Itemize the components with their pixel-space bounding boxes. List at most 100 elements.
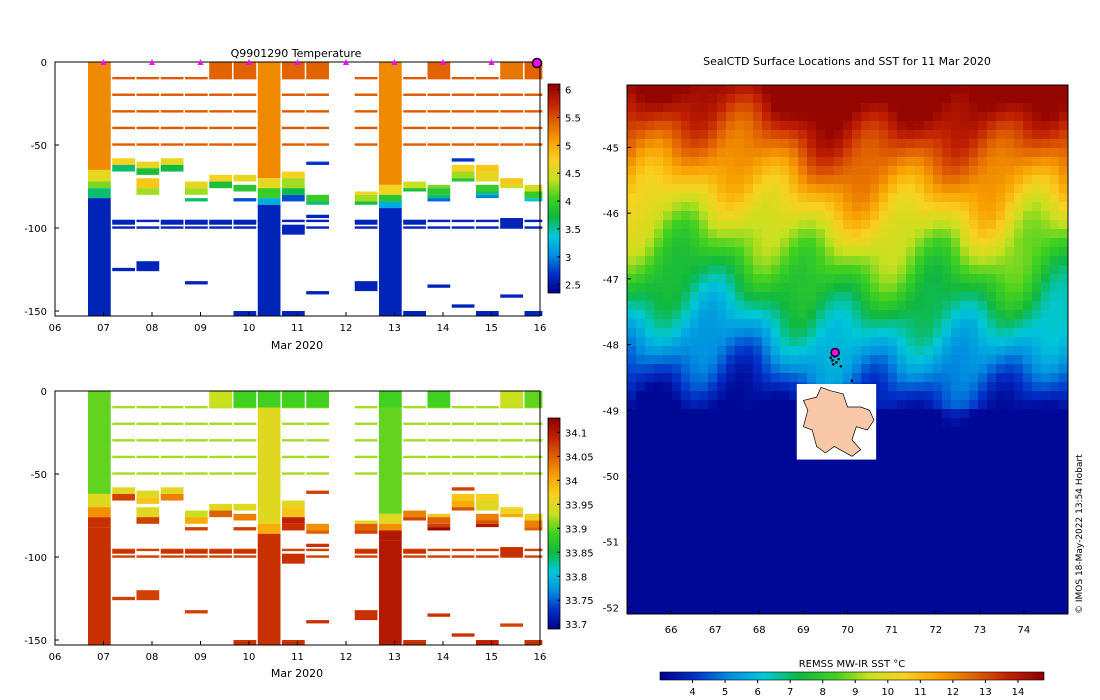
sst-cell xyxy=(789,157,799,167)
sst-cell xyxy=(915,148,925,158)
sst-cell xyxy=(888,607,898,614)
sst-cell xyxy=(852,175,862,185)
sst-cell xyxy=(906,508,916,518)
sst-cell xyxy=(762,229,772,239)
sst-cell xyxy=(708,238,718,248)
sst-cell xyxy=(645,283,655,293)
sst-cell xyxy=(636,346,646,356)
sst-cell xyxy=(996,364,1006,374)
sst-cell xyxy=(636,526,646,536)
sst-cell xyxy=(978,238,988,248)
sst-cell xyxy=(645,436,655,446)
sst-cell xyxy=(1023,373,1033,383)
section-band-cell xyxy=(136,219,160,223)
sst-cell xyxy=(699,247,709,257)
section-band-cell xyxy=(354,76,378,80)
section-band-cell xyxy=(184,110,208,113)
x-tick-label: 12 xyxy=(340,652,353,663)
sst-cell xyxy=(951,130,961,140)
sst-cell xyxy=(942,562,952,572)
sst-cell xyxy=(654,454,664,464)
section-band-cell xyxy=(281,126,305,130)
sst-cell xyxy=(816,184,826,194)
x-tick-label: 14 xyxy=(437,323,450,334)
sst-cell xyxy=(681,292,691,302)
sst-cell xyxy=(672,283,682,293)
sst-cell xyxy=(771,427,781,437)
sst-cell xyxy=(654,121,664,131)
sst-cell xyxy=(1005,346,1015,356)
sst-cell xyxy=(987,373,997,383)
x-tick-label: 16 xyxy=(534,652,547,663)
sst-cell xyxy=(1023,130,1033,140)
sst-cell xyxy=(645,508,655,518)
sst-cell xyxy=(771,310,781,320)
sst-cell xyxy=(663,553,673,563)
sst-cell xyxy=(681,229,691,239)
section-cell xyxy=(451,158,475,162)
sst-cell xyxy=(861,121,871,131)
sst-cell xyxy=(708,535,718,545)
sst-cell xyxy=(807,373,817,383)
section-cell xyxy=(451,633,475,637)
sst-cell xyxy=(672,355,682,365)
sst-cell xyxy=(744,157,754,167)
sst-cell xyxy=(969,454,979,464)
sst-cell xyxy=(771,211,781,221)
sst-cell xyxy=(654,229,664,239)
section-band-cell xyxy=(475,548,499,552)
sst-cell xyxy=(897,157,907,167)
section-cell xyxy=(281,523,305,531)
sst-cell xyxy=(915,274,925,284)
sst-cell xyxy=(1041,454,1051,464)
sst-cell xyxy=(942,571,952,581)
sst-cell xyxy=(789,85,799,95)
sst-cell xyxy=(735,256,745,266)
section-band-cell xyxy=(306,143,329,146)
sst-cell xyxy=(834,229,844,239)
section-band-cell xyxy=(524,126,543,130)
sst-cell xyxy=(1005,130,1015,140)
sst-cell xyxy=(825,301,835,311)
sst-cell xyxy=(654,319,664,329)
sst-cell xyxy=(942,193,952,203)
sst-cell xyxy=(1032,382,1042,392)
sst-cell xyxy=(987,175,997,185)
sst-cell xyxy=(744,427,754,437)
colorbar-tick-label: 4 xyxy=(565,197,571,208)
sst-cell xyxy=(951,400,961,410)
sst-colorbar-tick-label: 12 xyxy=(947,687,960,698)
sst-cell xyxy=(708,436,718,446)
sst-cell xyxy=(762,238,772,248)
sst-cell xyxy=(672,571,682,581)
sst-cell xyxy=(870,121,880,131)
sst-cell xyxy=(627,418,637,428)
sst-cell xyxy=(744,580,754,590)
kerguelen-island xyxy=(802,386,875,457)
sst-cell xyxy=(951,184,961,194)
sst-cell xyxy=(825,328,835,338)
sst-cell xyxy=(969,580,979,590)
sst-cell xyxy=(897,481,907,491)
sst-cell xyxy=(690,337,700,347)
sst-cell xyxy=(645,400,655,410)
sst-cell xyxy=(843,544,853,554)
sst-cell xyxy=(825,292,835,302)
sst-cell xyxy=(870,166,880,176)
sst-cell xyxy=(762,220,772,230)
sst-cell xyxy=(735,175,745,185)
sst-cell xyxy=(825,283,835,293)
sst-cell xyxy=(807,571,817,581)
sst-cell xyxy=(1050,391,1060,401)
sst-cell xyxy=(1059,238,1068,248)
sst-cell xyxy=(978,400,988,410)
sst-cell xyxy=(1023,571,1033,581)
sst-cell xyxy=(690,301,700,311)
sst-cell xyxy=(654,607,664,614)
sst-cell xyxy=(951,211,961,221)
sst-cell xyxy=(969,490,979,500)
sst-cell xyxy=(681,418,691,428)
sst-cell xyxy=(879,373,889,383)
sst-cell xyxy=(951,553,961,563)
sst-cell xyxy=(870,211,880,221)
